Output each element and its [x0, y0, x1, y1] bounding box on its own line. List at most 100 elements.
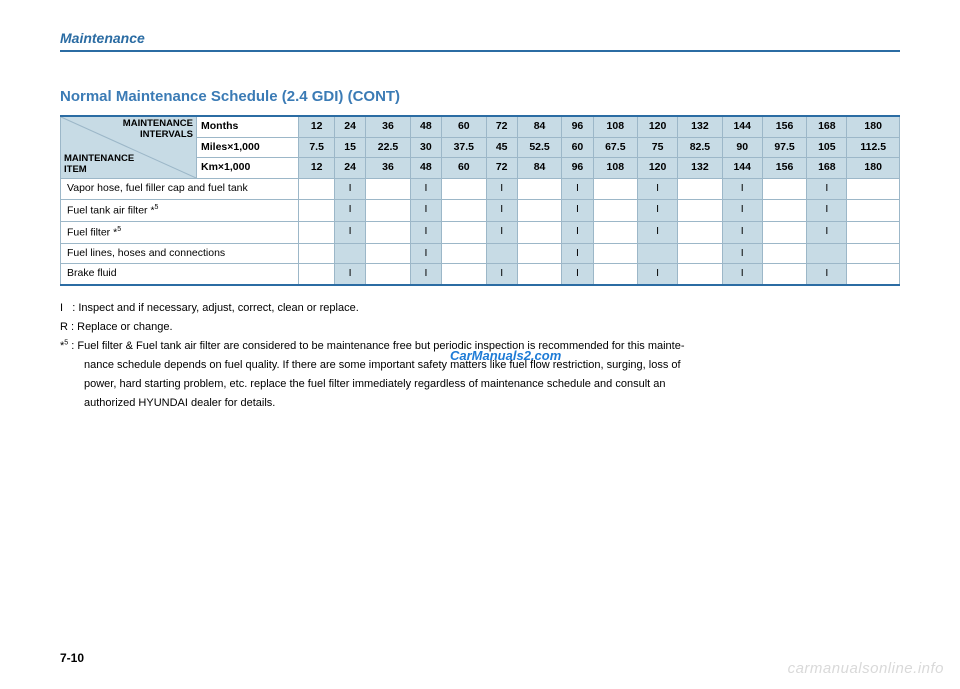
legend-star5: *5 : Fuel filter & Fuel tank air filter …	[60, 338, 900, 355]
item-cell	[366, 178, 411, 199]
table-row: Vapor hose, fuel filler cap and fuel tan…	[61, 178, 900, 199]
header-val: 90	[722, 137, 762, 158]
legend-r: R : Replace or change.	[60, 319, 900, 336]
header-val: 60	[562, 137, 593, 158]
item-cell: I	[486, 178, 517, 199]
page-number: 7-10	[60, 651, 84, 665]
item-cell: I	[410, 199, 441, 221]
item-cell: I	[562, 264, 593, 285]
header-val: 72	[486, 158, 517, 179]
legend-star5-l4: authorized HYUNDAI dealer for details.	[60, 395, 900, 412]
item-cell	[593, 243, 638, 264]
header-val: 156	[762, 158, 807, 179]
item-cell: I	[807, 199, 847, 221]
header-val: 7.5	[299, 137, 335, 158]
item-cell	[678, 199, 723, 221]
item-cell: I	[562, 221, 593, 243]
item-cell	[847, 221, 900, 243]
header-val: 82.5	[678, 137, 723, 158]
table-row: Brake fluidIIIIIII	[61, 264, 900, 285]
legend-star5-l2: nance schedule depends on fuel quality. …	[60, 357, 900, 374]
item-cell: I	[722, 178, 762, 199]
corner-cell: MAINTENANCEINTERVALSMAINTENANCEITEM	[61, 116, 197, 178]
header-val: 132	[678, 116, 723, 137]
item-cell	[335, 243, 366, 264]
item-cell: I	[807, 264, 847, 285]
header-val: 144	[722, 116, 762, 137]
item-label: Brake fluid	[61, 264, 299, 285]
item-cell: I	[807, 221, 847, 243]
header-val: 156	[762, 116, 807, 137]
item-cell: I	[335, 178, 366, 199]
header-val: 37.5	[442, 137, 487, 158]
item-cell	[442, 178, 487, 199]
item-cell	[517, 199, 562, 221]
legend-i: I : Inspect and if necessary, adjust, co…	[60, 300, 900, 317]
item-cell: I	[335, 221, 366, 243]
item-cell: I	[638, 221, 678, 243]
header-val: 22.5	[366, 137, 411, 158]
item-cell	[442, 221, 487, 243]
item-cell: I	[722, 199, 762, 221]
item-cell	[299, 243, 335, 264]
watermark-carmanualsonline: carmanualsonline.info	[788, 660, 944, 677]
header-label-months: Months	[197, 116, 299, 137]
header-val: 108	[593, 116, 638, 137]
header-val: 30	[410, 137, 441, 158]
header-val: 15	[335, 137, 366, 158]
item-cell: I	[562, 243, 593, 264]
header-val: 24	[335, 116, 366, 137]
header-val: 112.5	[847, 137, 900, 158]
item-cell	[366, 199, 411, 221]
item-cell	[299, 264, 335, 285]
corner-bot-label: MAINTENANCEITEM	[64, 154, 134, 176]
item-cell: I	[410, 221, 441, 243]
header-val: 168	[807, 158, 847, 179]
item-label: Fuel lines, hoses and connections	[61, 243, 299, 264]
table-row: Fuel filter *5IIIIIII	[61, 221, 900, 243]
section-header: Maintenance	[60, 30, 900, 46]
item-cell: I	[486, 264, 517, 285]
item-cell	[678, 221, 723, 243]
item-cell	[517, 243, 562, 264]
header-val: 168	[807, 116, 847, 137]
maintenance-table: MAINTENANCEINTERVALSMAINTENANCEITEMMonth…	[60, 115, 900, 286]
item-cell: I	[807, 178, 847, 199]
header-val: 97.5	[762, 137, 807, 158]
header-val: 84	[517, 116, 562, 137]
item-cell: I	[562, 199, 593, 221]
item-label: Vapor hose, fuel filler cap and fuel tan…	[61, 178, 299, 199]
item-cell: I	[638, 264, 678, 285]
header-label-miles: Miles×1,000	[197, 137, 299, 158]
header-val: 120	[638, 116, 678, 137]
item-cell: I	[486, 199, 517, 221]
header-rule	[60, 50, 900, 52]
item-cell	[366, 243, 411, 264]
header-val: 45	[486, 137, 517, 158]
item-label: Fuel tank air filter *5	[61, 199, 299, 221]
item-cell	[442, 264, 487, 285]
item-cell: I	[638, 178, 678, 199]
item-cell	[762, 221, 807, 243]
header-val: 105	[807, 137, 847, 158]
header-val: 132	[678, 158, 723, 179]
item-cell	[593, 178, 638, 199]
item-cell	[299, 199, 335, 221]
item-label: Fuel filter *5	[61, 221, 299, 243]
header-val: 96	[562, 158, 593, 179]
header-val: 48	[410, 116, 441, 137]
item-cell	[847, 178, 900, 199]
item-cell	[807, 243, 847, 264]
item-cell	[678, 243, 723, 264]
item-cell	[847, 264, 900, 285]
legend: I : Inspect and if necessary, adjust, co…	[60, 300, 900, 412]
item-cell: I	[335, 264, 366, 285]
item-cell	[593, 199, 638, 221]
item-cell: I	[638, 199, 678, 221]
legend-star5-l3: power, hard starting problem, etc. repla…	[60, 376, 900, 393]
item-cell: I	[722, 243, 762, 264]
item-cell	[847, 199, 900, 221]
header-val: 72	[486, 116, 517, 137]
item-cell: I	[486, 221, 517, 243]
item-cell	[593, 264, 638, 285]
